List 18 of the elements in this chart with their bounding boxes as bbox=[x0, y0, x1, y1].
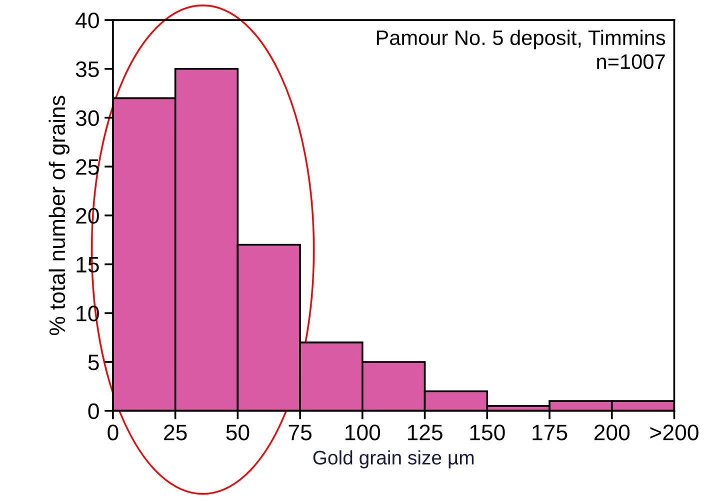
x-tick-label: 25 bbox=[164, 424, 187, 440]
annotation: Pamour No. 5 deposit, Timmins n=1007 bbox=[376, 30, 666, 70]
x-axis-title: Gold grain size µm bbox=[313, 450, 474, 468]
x-tick-label: 150 bbox=[470, 424, 505, 440]
x-tick-label: 75 bbox=[288, 424, 312, 440]
x-tick-label: 50 bbox=[226, 424, 250, 440]
y-tick-label: 35 bbox=[76, 61, 99, 78]
x-tick-label: 200 bbox=[594, 424, 630, 440]
y-tick-label: 30 bbox=[76, 110, 99, 126]
y-tick-label: 40 bbox=[76, 12, 99, 28]
y-axis-title: % total number of grains bbox=[48, 96, 70, 336]
x-tick-label: 0 bbox=[108, 424, 118, 440]
y-tick-label: 0 bbox=[88, 403, 99, 420]
x-tick-label: 175 bbox=[532, 424, 568, 440]
y-tick-label: 5 bbox=[88, 354, 99, 370]
x-tick-label: 125 bbox=[408, 424, 442, 440]
x-tick-label: >200 bbox=[650, 424, 698, 440]
x-tick-label: 100 bbox=[346, 424, 380, 440]
